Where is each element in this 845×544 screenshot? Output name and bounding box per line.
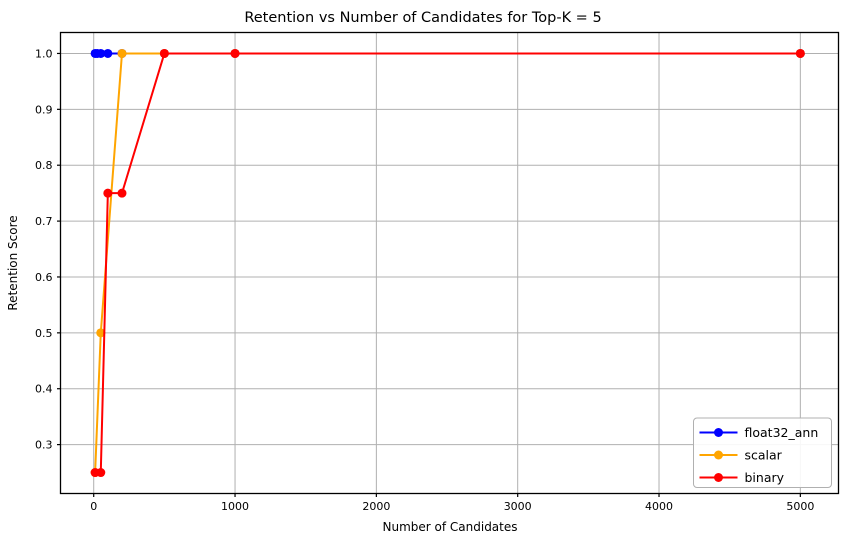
data-point-binary <box>159 48 169 58</box>
y-tick-label: 0.6 <box>35 271 53 284</box>
data-point-float32_ann <box>103 48 113 58</box>
plot-border <box>59 31 840 495</box>
legend-label: scalar <box>745 448 783 463</box>
series-scalar <box>90 48 805 478</box>
y-axis-label: Retention Score <box>6 215 20 310</box>
x-axis-label: Number of Candidates <box>383 520 518 534</box>
legend-label: binary <box>745 470 785 485</box>
chart-title: Retention vs Number of Candidates for To… <box>244 10 601 26</box>
data-point-scalar <box>96 328 106 338</box>
series-layer <box>90 48 805 478</box>
data-point-binary <box>96 468 106 478</box>
y-tick-label: 0.7 <box>35 215 53 228</box>
y-tick-label: 0.4 <box>35 383 53 396</box>
legend-box <box>693 417 832 488</box>
data-point-binary <box>103 188 113 198</box>
legend-entry-binary: binary <box>699 470 785 485</box>
data-point-binary <box>230 48 240 58</box>
tick-layer: 0 1000 2000 3000 4000 5000 0.3 0.4 0.5 0.6 0.7 0.8 0… <box>35 47 814 513</box>
data-point-binary <box>795 48 805 58</box>
legend-swatch-marker <box>714 473 723 482</box>
legend-label: float32_ann <box>745 425 819 440</box>
y-tick-label: 1.0 <box>35 47 53 60</box>
series-line-binary <box>94 52 802 474</box>
legend-swatch-marker <box>714 428 723 437</box>
data-point-binary <box>117 188 127 198</box>
legend-entry-scalar: scalar <box>699 448 783 463</box>
series-line-scalar <box>94 52 802 474</box>
y-tick-label: 0.8 <box>35 159 53 172</box>
x-tick-label: 4000 <box>645 500 673 513</box>
legend-entry-float32_ann: float32_ann <box>699 425 819 440</box>
x-tick-label: 3000 <box>504 500 532 513</box>
y-tick-label: 0.9 <box>35 103 53 116</box>
legend-swatch-marker <box>714 450 723 460</box>
y-tick-label: 0.5 <box>35 327 53 340</box>
x-tick-label: 2000 <box>362 500 390 513</box>
series-binary <box>90 48 805 478</box>
data-point-scalar <box>117 48 127 58</box>
y-tick-label: 0.3 <box>35 439 53 452</box>
x-tick-label: 5000 <box>786 500 814 513</box>
x-tick-label: 0 <box>90 500 97 513</box>
data-point-float32_ann <box>96 48 106 58</box>
x-tick-label: 1000 <box>221 500 249 513</box>
